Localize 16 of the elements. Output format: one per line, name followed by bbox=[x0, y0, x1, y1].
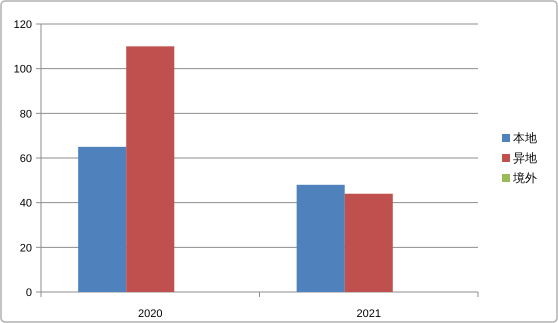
y-tick-label: 60 bbox=[20, 153, 32, 165]
y-tick-label: 0 bbox=[26, 287, 32, 299]
y-tick-label: 120 bbox=[14, 19, 32, 31]
y-tick-label: 40 bbox=[20, 198, 32, 210]
legend-label: 本地 bbox=[513, 131, 537, 145]
legend-label: 异地 bbox=[513, 151, 537, 165]
x-tick-label: 2020 bbox=[138, 308, 162, 320]
legend-label: 境外 bbox=[512, 171, 537, 185]
bar bbox=[344, 194, 393, 292]
y-tick-label: 20 bbox=[20, 242, 32, 254]
y-tick-label: 100 bbox=[14, 64, 32, 76]
bar bbox=[78, 146, 126, 292]
y-tick-label: 80 bbox=[20, 108, 32, 120]
bar bbox=[126, 46, 174, 292]
bar bbox=[296, 184, 345, 292]
x-tick-label: 2021 bbox=[356, 308, 381, 320]
